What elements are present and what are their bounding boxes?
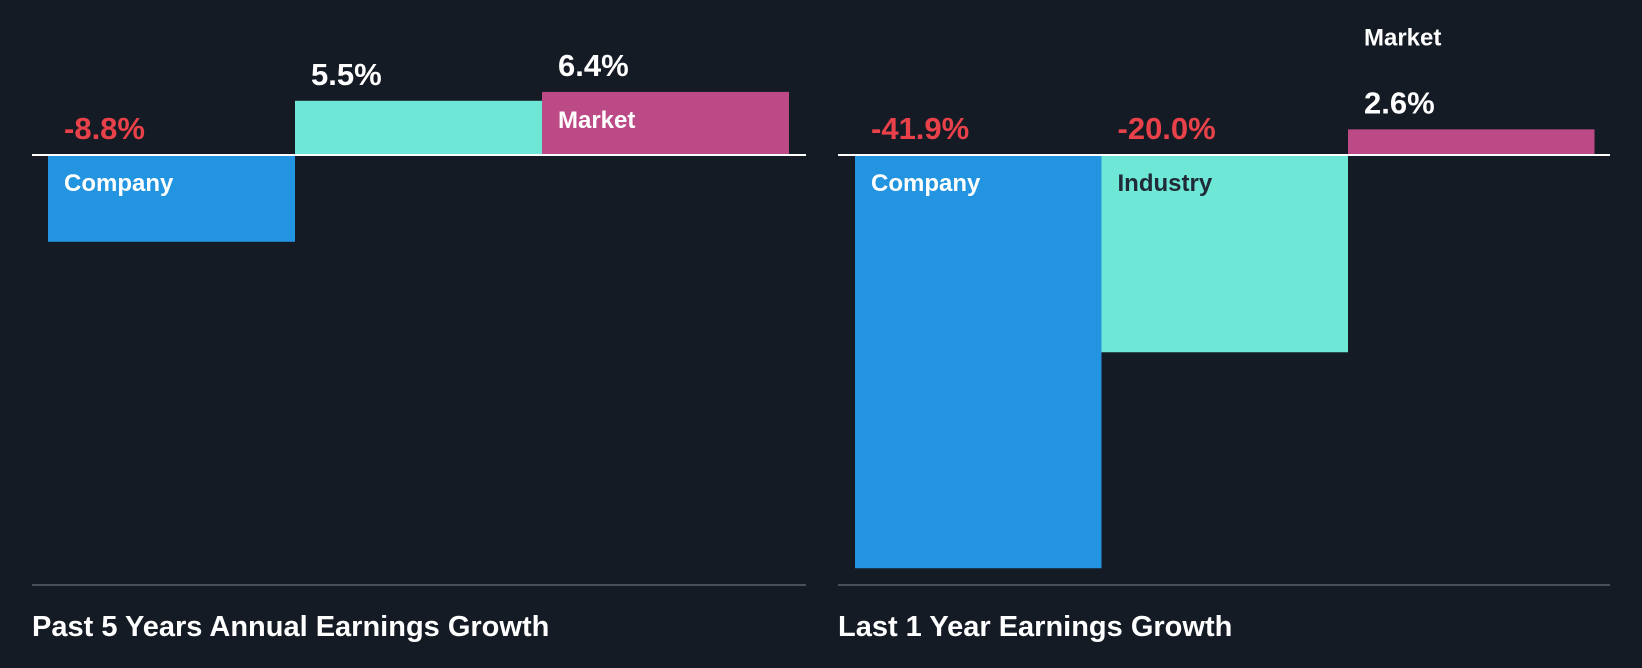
value-label-market: 2.6%: [1364, 85, 1435, 120]
panel-last-1-year: Last 1 Year Earnings Growth -41.9% Compan…: [838, 24, 1610, 643]
panel-past-5-years: Past 5 Years Annual Earnings Growth -8.8…: [32, 48, 806, 643]
value-label-market: 6.4%: [558, 48, 629, 83]
bar-market: [542, 91, 789, 156]
bar-label-industry: Industry: [1118, 170, 1213, 197]
chart-title: Last 1 Year Earnings Growth: [838, 611, 1232, 643]
value-label-company: -41.9%: [871, 111, 969, 146]
bar-company: [48, 155, 295, 242]
bar-industry: [1101, 155, 1348, 353]
bar-company: [855, 155, 1102, 569]
value-label-industry: 5.5%: [311, 57, 382, 92]
bar-label-company: Company: [64, 170, 174, 197]
value-label-industry: -20.0%: [1118, 111, 1216, 146]
value-label-company: -8.8%: [64, 111, 145, 146]
bar-label-company: Company: [871, 170, 981, 197]
chart-title: Past 5 Years Annual Earnings Growth: [32, 611, 549, 643]
bar-industry: [295, 100, 542, 156]
bar-market: [1348, 129, 1595, 156]
bar-label-market: Market: [558, 107, 635, 134]
bar-label-market: Market: [1364, 24, 1441, 51]
